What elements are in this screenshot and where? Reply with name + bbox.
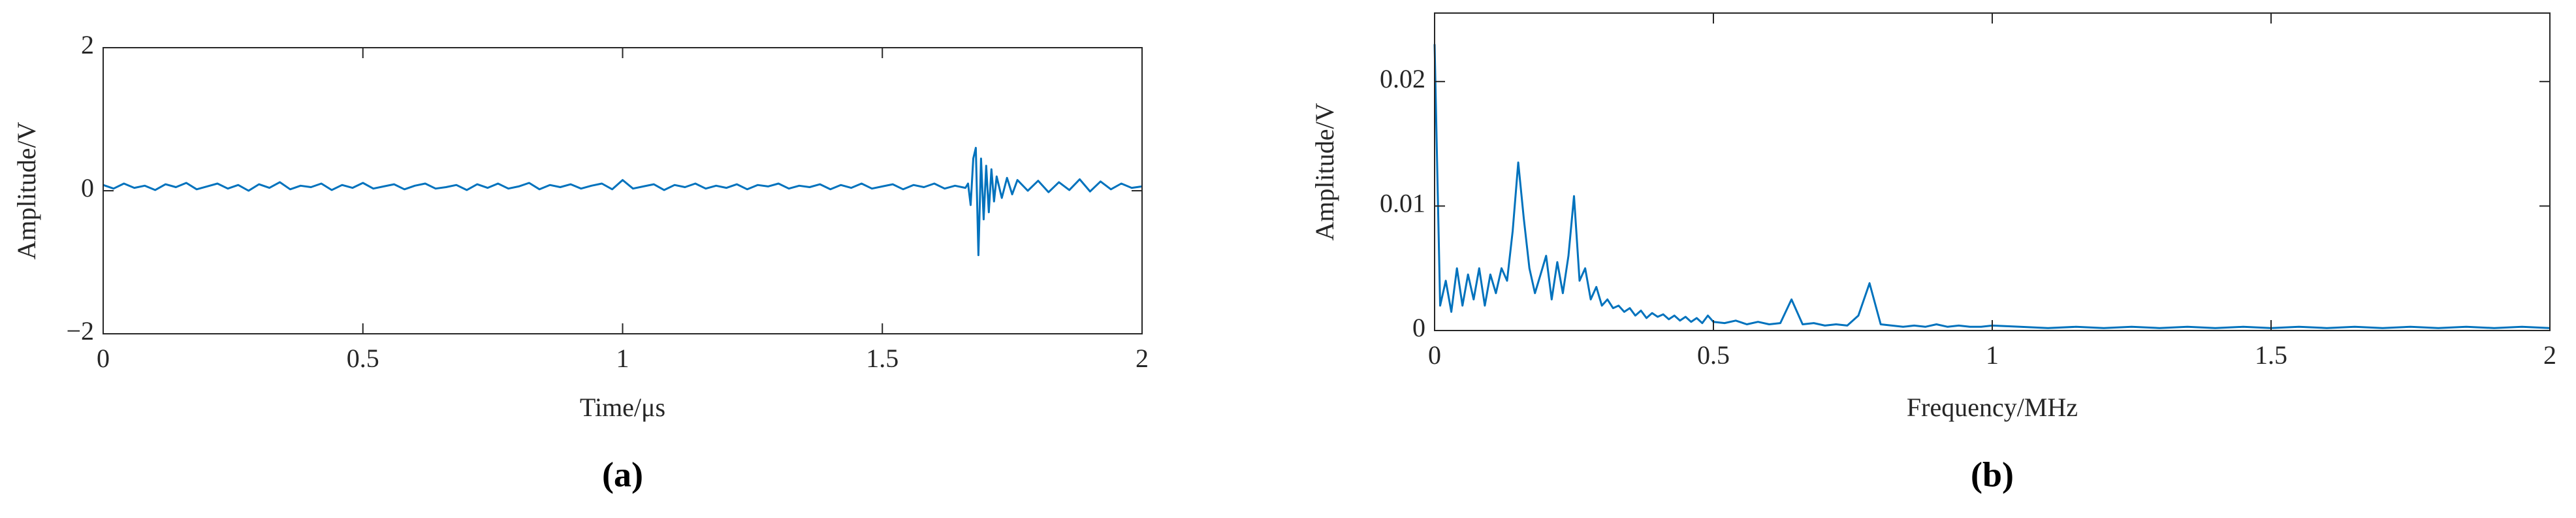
y-tick-label: −2 [66,316,94,346]
y-tick-label: 0 [81,173,94,202]
y-axis-label: Amplitude/V [1310,103,1339,240]
x-tick-label: 0 [97,344,110,373]
x-tick-label: 2 [1136,344,1149,373]
x-tick-label: 0.5 [347,344,379,373]
caption: (a) [602,455,643,494]
x-axis-label: Time/μs [580,393,665,422]
x-axis-label: Frequency/MHz [1907,393,2078,422]
axes-frame [1434,12,2551,331]
caption: (b) [1971,455,2014,494]
y-tick-label: 0.02 [1380,64,1425,93]
y-tick-label: 2 [81,30,94,59]
y-tick-label: 0 [1412,313,1425,342]
x-tick-label: 1 [616,344,629,373]
axes-frame [103,47,1143,334]
x-tick-label: 1.5 [866,344,898,373]
x-tick-label: 0 [1428,340,1441,370]
x-tick-label: 0.5 [1697,340,1730,370]
x-tick-label: 1 [1986,340,1999,370]
x-tick-label: 2 [2543,340,2556,370]
data-line [1433,44,2551,329]
y-axis-label: Amplitude/V [12,121,41,259]
x-tick-label: 1.5 [2255,340,2287,370]
data-line [103,146,1143,257]
y-tick-label: 0.01 [1380,189,1425,218]
